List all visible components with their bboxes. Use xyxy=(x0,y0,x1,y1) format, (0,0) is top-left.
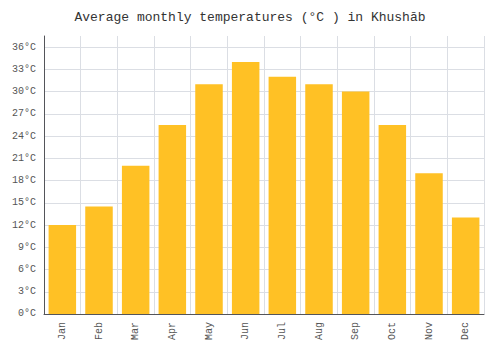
svg-text:May: May xyxy=(204,322,215,340)
svg-text:Jul: Jul xyxy=(277,322,288,340)
svg-text:9°C: 9°C xyxy=(18,242,36,253)
svg-text:Apr: Apr xyxy=(167,322,178,340)
svg-text:Nov: Nov xyxy=(424,322,435,340)
svg-text:27°C: 27°C xyxy=(12,108,36,119)
svg-text:21°C: 21°C xyxy=(12,153,36,164)
svg-text:Average monthly temperatures (: Average monthly temperatures (°C ) in Kh… xyxy=(74,10,425,25)
svg-text:Dec: Dec xyxy=(460,322,471,340)
svg-text:3°C: 3°C xyxy=(18,286,36,297)
svg-text:33°C: 33°C xyxy=(12,64,36,75)
svg-text:15°C: 15°C xyxy=(12,197,36,208)
svg-text:Feb: Feb xyxy=(94,322,105,340)
svg-text:Oct: Oct xyxy=(387,322,398,340)
svg-text:Jan: Jan xyxy=(57,322,68,340)
svg-text:12°C: 12°C xyxy=(12,220,36,231)
svg-text:6°C: 6°C xyxy=(18,264,36,275)
svg-text:0°C: 0°C xyxy=(18,308,36,319)
svg-text:30°C: 30°C xyxy=(12,86,36,97)
svg-text:Mar: Mar xyxy=(130,322,141,340)
svg-text:36°C: 36°C xyxy=(12,42,36,53)
svg-text:Aug: Aug xyxy=(314,322,325,340)
svg-text:18°C: 18°C xyxy=(12,175,36,186)
svg-text:Jun: Jun xyxy=(240,322,251,340)
svg-text:24°C: 24°C xyxy=(12,131,36,142)
svg-text:Sep: Sep xyxy=(350,322,361,340)
